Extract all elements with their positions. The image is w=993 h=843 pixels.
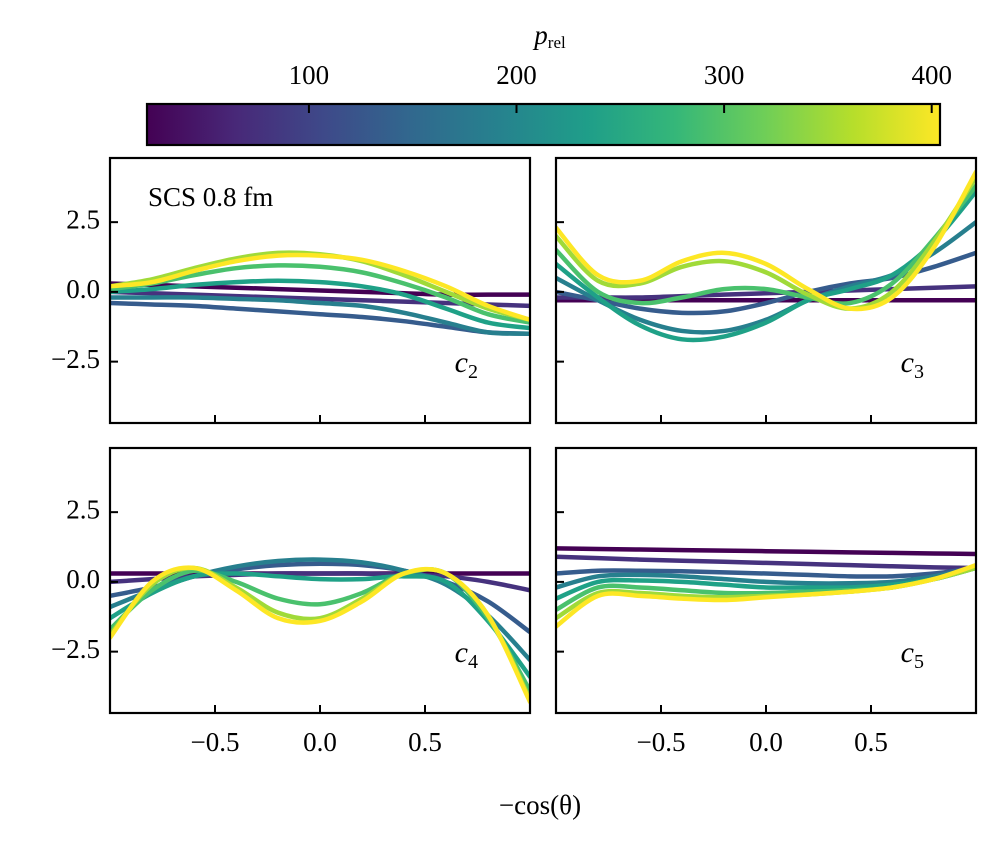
curve xyxy=(110,571,530,679)
y-tick-label: −2.5 xyxy=(51,344,100,374)
panel-label-sub: 3 xyxy=(914,361,924,383)
curve xyxy=(110,571,530,593)
y-tick-label: 0.0 xyxy=(66,274,100,304)
y-tick-label: 0.0 xyxy=(66,564,100,594)
plot-area xyxy=(556,546,976,629)
panel-label-sub: 5 xyxy=(914,651,924,673)
curve xyxy=(556,183,976,306)
x-tick-label: 0.5 xyxy=(408,727,442,757)
x-tick-label: −0.5 xyxy=(637,727,686,757)
x-tick-label: 0.0 xyxy=(749,727,783,757)
curve xyxy=(556,565,976,590)
plot-area xyxy=(110,557,530,705)
y-tick-label: −2.5 xyxy=(51,634,100,664)
panel-label-main: c xyxy=(455,636,468,669)
colorbar-label: prel xyxy=(532,20,566,52)
x-tick-label: −0.5 xyxy=(191,727,240,757)
y-tick-label: 2.5 xyxy=(66,494,100,524)
panel-label-main: c xyxy=(901,636,914,669)
curve xyxy=(556,565,976,579)
curve xyxy=(556,562,976,629)
x-tick-label: 0.0 xyxy=(303,727,337,757)
x-axis-label: −cos(θ) xyxy=(499,790,581,820)
colorbar-tick-label: 300 xyxy=(704,60,745,90)
colorbar-tick-label: 100 xyxy=(289,60,330,90)
curve xyxy=(556,189,976,343)
colorbar xyxy=(145,102,942,147)
curve xyxy=(110,295,530,336)
plot-area xyxy=(556,169,976,343)
curve xyxy=(556,169,976,312)
panel-label-sub: 4 xyxy=(468,651,478,673)
curve xyxy=(556,175,976,311)
curve xyxy=(110,263,530,325)
colorbar-tick-label: 400 xyxy=(911,60,952,90)
y-tick-label: 2.5 xyxy=(66,204,100,234)
panel-label: c5 xyxy=(901,636,924,673)
colorbar-tick-label: 200 xyxy=(496,60,537,90)
panel-label: c2 xyxy=(455,346,478,383)
curve xyxy=(110,565,530,705)
curve xyxy=(110,300,530,336)
panel-label-sub: 2 xyxy=(468,361,478,383)
panel-label-main: c xyxy=(901,346,914,379)
curve xyxy=(110,278,530,331)
annotation: SCS 0.8 fm xyxy=(148,182,273,212)
panel-label: c3 xyxy=(901,346,924,383)
panel-label-main: c xyxy=(455,346,468,379)
colorbar-label-sub: rel xyxy=(548,33,566,52)
panel-label: c4 xyxy=(455,636,478,673)
colorbar-label-main: p xyxy=(532,20,548,50)
plot-area xyxy=(110,250,530,336)
curve xyxy=(556,554,976,571)
curve xyxy=(110,252,530,323)
curve xyxy=(556,546,976,557)
x-tick-label: 0.5 xyxy=(854,727,888,757)
